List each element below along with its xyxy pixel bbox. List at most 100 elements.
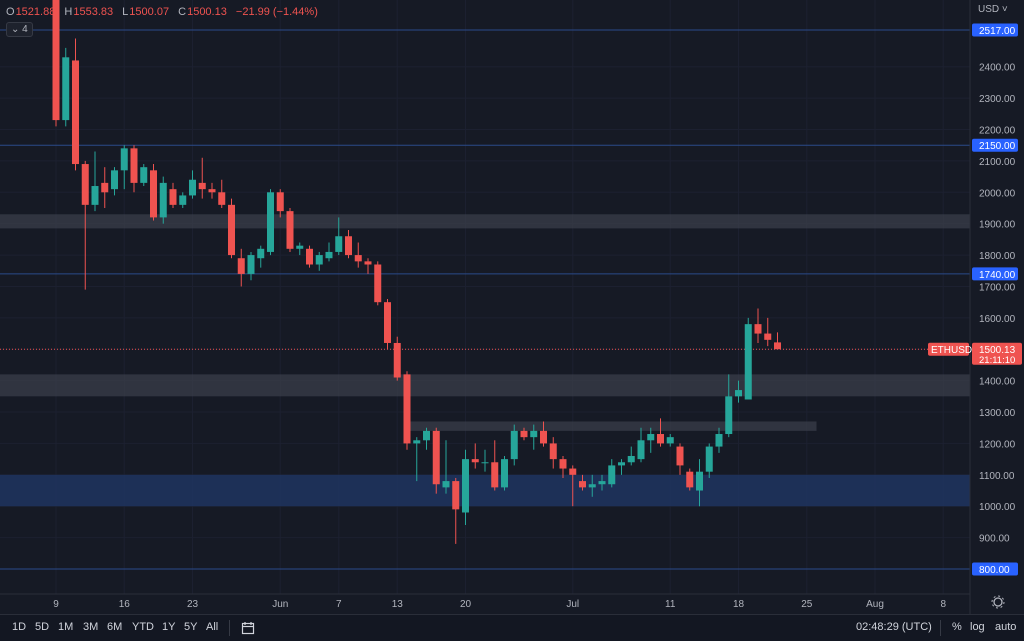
candle[interactable] [530,424,538,450]
candle-body [354,255,362,262]
goto-date-button[interactable] [241,621,255,638]
candle[interactable] [432,427,440,494]
candle[interactable] [676,443,684,475]
candle[interactable] [335,217,343,256]
range-3m[interactable]: 3M [83,621,99,633]
log-toggle[interactable]: log [970,621,985,633]
candle[interactable] [159,176,167,224]
candle[interactable] [696,459,703,507]
candle[interactable] [81,160,89,290]
candle[interactable] [364,258,372,274]
candles[interactable] [43,0,781,544]
price-axis[interactable]: 900.00 1000.00 1100.00 1200.00 1300.00 1400.0… [928,0,1024,614]
candle[interactable] [413,437,421,482]
candle[interactable] [715,427,723,453]
candle[interactable] [637,427,645,463]
candle[interactable] [140,164,148,187]
candle[interactable] [72,38,79,171]
candle[interactable] [559,455,567,478]
candle[interactable] [393,336,401,381]
range-6m[interactable]: 6M [107,621,123,633]
range-5d[interactable]: 5D [35,621,50,633]
candle[interactable] [442,440,450,494]
candle[interactable] [179,192,187,208]
candle[interactable] [296,242,304,256]
range-1y[interactable]: 1Y [162,621,176,633]
candle[interactable] [588,474,596,497]
candle[interactable] [52,0,60,127]
candle[interactable] [579,474,586,491]
candle[interactable] [491,440,499,491]
candle[interactable] [276,189,284,218]
candle[interactable] [325,242,333,262]
candle[interactable] [735,380,742,403]
candle[interactable] [618,459,625,475]
candle[interactable] [627,446,635,466]
candle[interactable] [481,449,489,472]
candle[interactable] [501,455,508,491]
candle[interactable] [354,242,362,268]
candle[interactable] [345,229,352,259]
candle[interactable] [520,427,528,441]
candle[interactable] [91,151,99,212]
candle[interactable] [111,167,118,196]
range-1d[interactable]: 1D [12,621,27,633]
candle[interactable] [462,449,469,526]
candle[interactable] [423,427,430,450]
candle[interactable] [666,434,674,447]
currency-selector[interactable]: USD ˅ [978,4,1008,15]
candle[interactable] [286,207,294,252]
candle[interactable] [764,317,772,347]
percent-toggle[interactable]: % [952,621,962,633]
candle[interactable] [247,251,255,281]
candle[interactable] [218,179,226,208]
range-all[interactable]: All [206,621,219,633]
candle[interactable] [608,459,616,488]
range-1m[interactable]: 1M [58,621,74,633]
candle[interactable] [228,198,235,259]
candle[interactable] [686,468,694,491]
candle[interactable] [315,251,323,271]
candle[interactable] [754,308,762,343]
close-value: 1500.13 [187,6,227,18]
auto-toggle[interactable]: auto [995,621,1017,633]
candle[interactable] [657,418,664,447]
indicators-toggle[interactable]: ⌄ 4 [6,22,33,37]
candle[interactable] [705,443,713,478]
candle[interactable] [267,189,274,256]
utc-clock[interactable]: 02:48:29 (UTC) [856,621,932,633]
candle[interactable] [510,424,518,466]
candle[interactable] [120,145,128,190]
candle[interactable] [101,167,109,208]
candle[interactable] [198,157,206,199]
candle[interactable] [257,245,265,268]
candle[interactable] [189,170,196,199]
candle[interactable] [598,474,606,491]
candle[interactable] [62,47,70,127]
candle[interactable] [744,317,752,400]
candle[interactable] [306,245,313,268]
candle[interactable] [647,427,655,453]
range-5y[interactable]: 5Y [184,621,198,633]
candle[interactable] [374,261,382,306]
candle[interactable] [403,371,411,450]
candle[interactable] [169,182,177,208]
time-tick-label: 20 [460,599,472,610]
time-tick-label: 11 [665,599,676,610]
candle[interactable] [130,145,138,193]
candle[interactable] [471,443,479,469]
candle[interactable] [452,477,460,544]
candle[interactable] [540,421,547,447]
candle[interactable] [384,299,391,350]
candle[interactable] [774,332,781,350]
candle[interactable] [237,248,245,287]
candle[interactable] [208,182,216,199]
range-ytd[interactable]: YTD [132,621,154,633]
candle[interactable] [725,374,733,438]
candle[interactable] [549,437,557,469]
gear-icon[interactable] [991,595,1005,609]
candle[interactable] [150,164,157,221]
candle[interactable] [569,465,577,507]
time-axis[interactable]: 9 16 23 Jun 7 13 20 Jul 11 18 25 Aug 8 [0,593,970,610]
